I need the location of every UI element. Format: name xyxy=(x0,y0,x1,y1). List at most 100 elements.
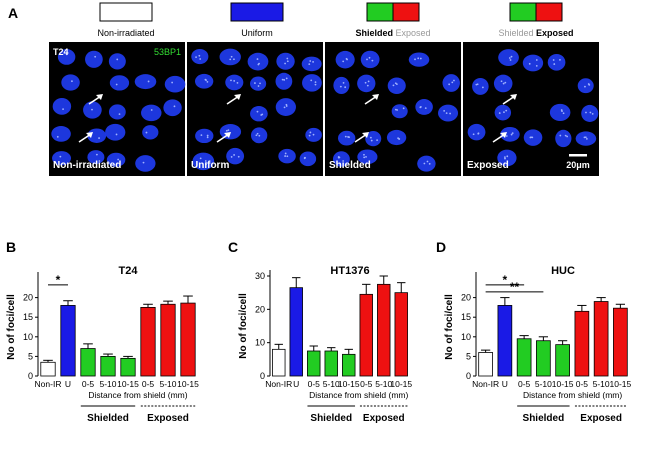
focus-dot xyxy=(365,156,367,158)
legend: Non-irradiated Uniform Shielded Exposed Shi… xyxy=(97,2,574,38)
focus-dot xyxy=(258,134,261,137)
nucleus xyxy=(386,129,407,146)
x-tick-label: 0-5 xyxy=(82,379,95,389)
focus-dot xyxy=(255,134,258,137)
legend-label: Non-irradiated xyxy=(97,28,154,38)
focus-dot xyxy=(498,112,501,114)
focus-dot xyxy=(59,155,62,158)
nucleus xyxy=(52,151,71,166)
chart-panel-d: D HUC 0 5 10 15 20 No of foci/cell Non-IR U 0-5 5-1… xyxy=(436,239,632,424)
focus-dot xyxy=(150,109,153,111)
focus-dot xyxy=(395,83,398,86)
focus-dot xyxy=(500,80,503,83)
nucleus xyxy=(135,155,156,172)
focus-dot xyxy=(233,58,235,61)
chart-panel-b: B T24 0 5 10 15 20 No of foci/cell Non-IR U 0-5 5-1… xyxy=(6,239,199,424)
focus-dot xyxy=(346,58,348,61)
focus-dot xyxy=(237,155,240,158)
nucleus xyxy=(577,78,594,94)
y-tick-label: 20 xyxy=(23,293,33,303)
focus-dot xyxy=(281,78,284,81)
x-tick-label: 5-10 xyxy=(323,379,340,389)
focus-dot xyxy=(371,59,374,62)
x-tick-label: 0-5 xyxy=(142,379,155,389)
focus-dot xyxy=(445,112,448,114)
nucleus xyxy=(555,129,572,148)
focus-dot xyxy=(285,103,288,106)
focus-dot xyxy=(591,112,594,115)
focus-dot xyxy=(562,112,565,115)
nucleus xyxy=(108,53,126,70)
focus-dot xyxy=(314,81,317,84)
x-tick-label: 5-10 xyxy=(159,379,176,389)
bar xyxy=(140,306,156,377)
focus-dot xyxy=(585,111,587,114)
focus-dot xyxy=(171,81,174,84)
x-tick-label: Non-IR xyxy=(472,379,499,389)
panel-letter: D xyxy=(436,239,446,255)
significance-label: * xyxy=(503,273,508,287)
focus-dot xyxy=(309,60,312,62)
x-tick-label: 0-5 xyxy=(360,379,373,389)
nucleus xyxy=(357,149,378,165)
nucleus xyxy=(226,147,245,165)
bar xyxy=(60,305,76,377)
nucleus xyxy=(51,125,71,142)
nucleus xyxy=(337,130,356,146)
focus-dot xyxy=(511,132,514,135)
focus-dot xyxy=(397,137,399,139)
focus-dot xyxy=(284,152,287,155)
focus-dot xyxy=(206,80,209,83)
arrow-head-icon xyxy=(372,94,379,100)
nucleus xyxy=(333,76,350,94)
nucleus xyxy=(219,48,241,66)
legend-item: Shielded Exposed xyxy=(498,2,574,38)
x-tick-label: 10-15 xyxy=(390,379,412,389)
focus-dot xyxy=(283,106,286,109)
legend-swatch xyxy=(99,2,153,22)
panel-a-letter: A xyxy=(8,5,18,21)
focus-dot xyxy=(342,81,345,84)
focus-dot xyxy=(505,109,508,112)
focus-dot xyxy=(206,136,209,139)
nucleus xyxy=(61,74,80,91)
focus-dot xyxy=(258,62,260,65)
focus-dot xyxy=(145,131,148,134)
legend-swatch-exposed xyxy=(535,2,563,22)
focus-dot xyxy=(426,160,429,163)
focus-dot xyxy=(339,85,342,88)
focus-dot xyxy=(98,137,100,139)
legend-label: Uniform xyxy=(241,28,273,38)
focus-dot xyxy=(115,83,118,86)
focus-dot xyxy=(348,136,350,139)
nucleus xyxy=(87,128,107,143)
focus-dot xyxy=(71,80,73,83)
focus-dot xyxy=(260,114,263,116)
x-tick-label: 5-10 xyxy=(375,379,392,389)
bar xyxy=(516,338,532,377)
focus-dot xyxy=(195,56,197,59)
focus-dot xyxy=(115,133,118,136)
nucleus xyxy=(164,75,186,93)
bar xyxy=(40,361,56,377)
focus-dot xyxy=(117,158,120,161)
nucleus xyxy=(360,50,380,69)
focus-dot xyxy=(284,155,287,157)
y-tick-label: 0 xyxy=(260,371,265,381)
x-tick-label: 5-10 xyxy=(535,379,552,389)
focus-dot xyxy=(529,136,532,139)
focus-dot xyxy=(62,108,64,111)
focus-dot xyxy=(505,135,508,137)
focus-dot xyxy=(227,129,230,132)
micrograph-caption: Non-irradiated xyxy=(53,160,121,171)
nucleus xyxy=(335,50,355,69)
bar xyxy=(307,350,321,377)
focus-dot xyxy=(392,84,395,87)
focus-dot xyxy=(91,108,93,111)
x-tick-label: 0-5 xyxy=(308,379,321,389)
y-tick-label: 5 xyxy=(466,351,471,361)
focus-dot xyxy=(535,64,538,67)
arrow-head-icon xyxy=(96,94,103,100)
x-tick-label: 5-10 xyxy=(99,379,116,389)
